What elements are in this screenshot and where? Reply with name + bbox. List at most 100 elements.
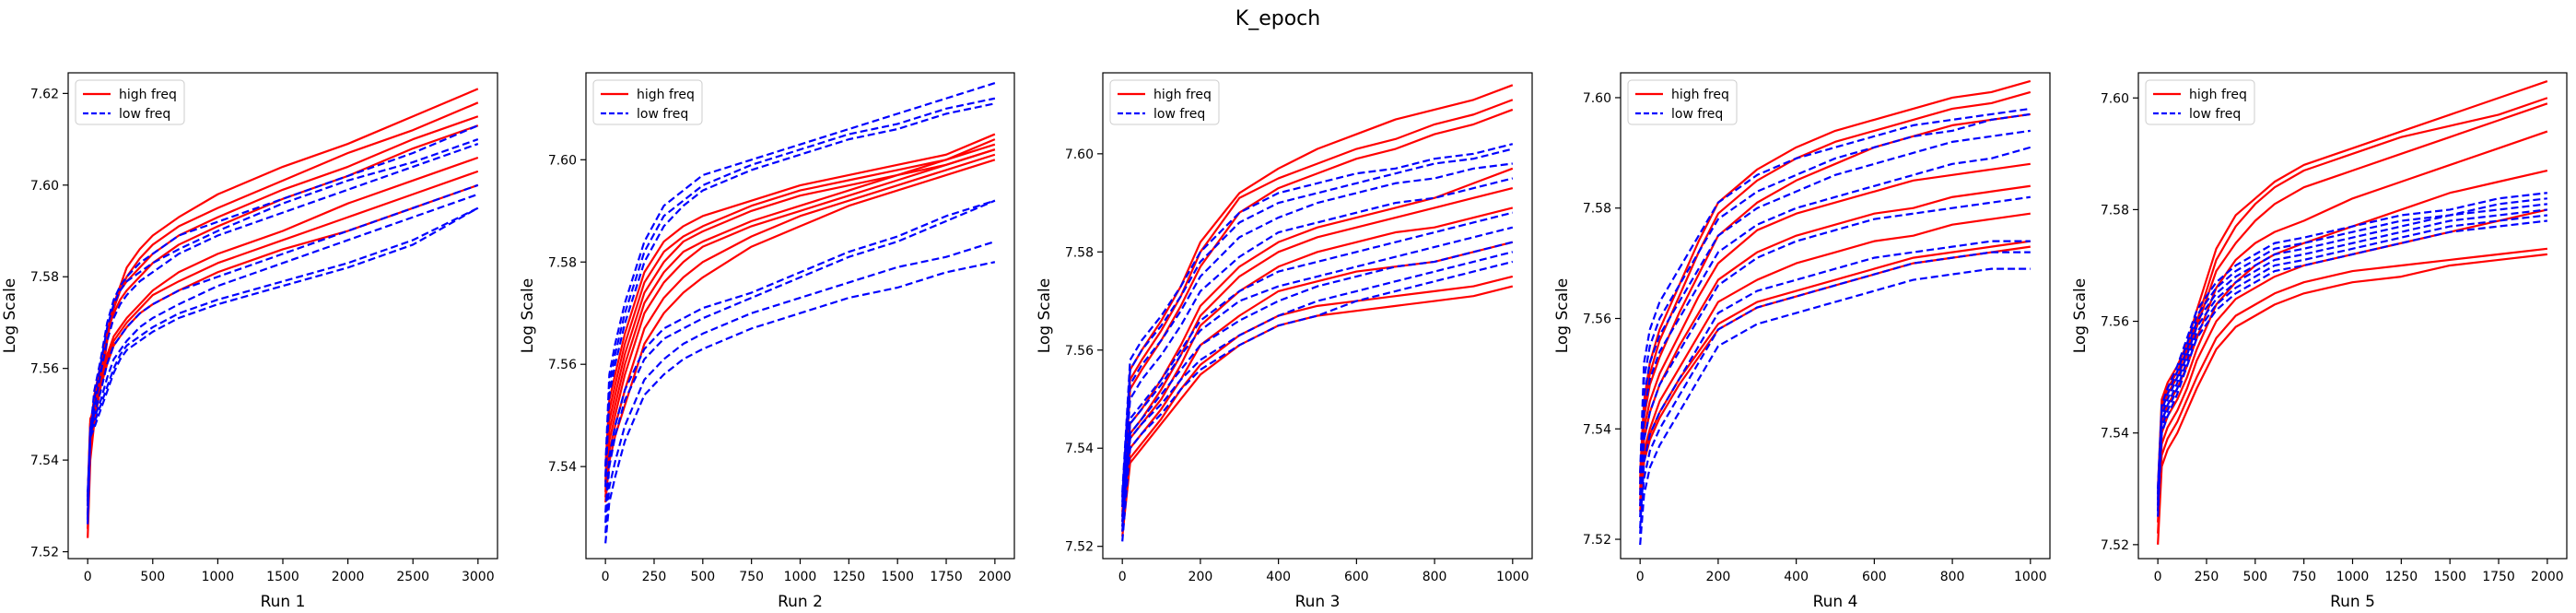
subplot-4: 0 200 400 600 800 1000 7.52 7.54 7.56 7.58 7.60 Run…: [1553, 72, 2051, 611]
x-axis-label: Run 4: [1813, 593, 1858, 611]
low-freq-legend-label: low freq: [1671, 107, 1723, 122]
x-tick-label: 2000: [2531, 570, 2564, 584]
low-freq-series-line-9: [2157, 192, 2547, 489]
low-freq-series-line-14: [1121, 211, 1514, 517]
x-axis-label: Run 1: [261, 593, 306, 611]
low-freq-series-line-15: [1639, 251, 2031, 535]
legend: high freq low freq: [75, 79, 185, 125]
x-tick-label: 1500: [2433, 570, 2466, 584]
low-freq-series-line-11: [604, 199, 996, 513]
low-freq-series-line-8: [604, 82, 996, 467]
y-tick-label: 7.58: [548, 255, 577, 270]
low-freq-series-line-9: [87, 138, 479, 520]
low-freq-series-line-8: [87, 124, 479, 525]
low-freq-series-line-12: [1639, 146, 2032, 507]
high-freq-series-line-6: [1639, 212, 2031, 501]
x-tick-label: 2000: [978, 570, 1012, 584]
low-freq-series-line-12: [2157, 208, 2547, 506]
x-tick-label: 400: [1266, 570, 1291, 584]
x-tick-label: 500: [140, 570, 165, 584]
low-freq-series-line-13: [1121, 177, 1514, 508]
x-tick-label: 0: [84, 570, 92, 584]
y-tick-label: 7.52: [1583, 533, 1611, 548]
x-tick-label: 1000: [202, 570, 235, 584]
high-freq-series-line-5: [1121, 187, 1514, 517]
high-freq-series-line-1: [2157, 80, 2548, 489]
low-freq-series-line-11: [87, 183, 479, 506]
high-freq-series-line-3: [1639, 112, 2031, 485]
y-axis-label: Log Scale: [1553, 278, 1572, 354]
x-tick-label: 500: [690, 570, 715, 584]
low-freq-series-line-10: [1121, 143, 1514, 493]
axes-frame: [1102, 72, 1533, 560]
y-tick-label: 7.58: [30, 270, 59, 285]
x-tick-label: 1500: [266, 570, 299, 584]
y-tick-label: 7.56: [30, 362, 59, 377]
low-freq-series-line-15: [1121, 226, 1514, 523]
y-tick-label: 7.60: [2101, 91, 2129, 106]
x-tick-label: 1250: [2385, 570, 2418, 584]
x-axis-label: Run 2: [778, 593, 823, 611]
x-tick-label: 2000: [332, 570, 365, 584]
high-freq-series-line-4: [2157, 130, 2548, 506]
series-group: [1639, 79, 2032, 546]
low-freq-series-line-13: [1639, 195, 2031, 518]
high-freq-series-line-3: [1121, 108, 1514, 517]
subplot-2: 0 250 500 750 1000 1250 1500 1750 2000 7.54 7.56 7.…: [519, 72, 1015, 611]
y-tick-label: 7.58: [1065, 245, 1094, 260]
subplot-grid: 0 500 1000 1500 2000 2500 30007.527.547.567.58…: [1, 72, 2568, 611]
high-freq-series-line-5: [2157, 169, 2548, 512]
legend: high freq low freq: [1627, 79, 1738, 125]
low-freq-series-line-14: [1639, 240, 2031, 529]
legend: high freq low freq: [592, 79, 703, 125]
x-tick-label: 1750: [2482, 570, 2515, 584]
y-axis-label: Log Scale: [1, 278, 19, 354]
series-group: [1121, 84, 1514, 542]
low-freq-series-line-18: [1121, 260, 1514, 542]
y-tick-label: 7.52: [30, 546, 59, 560]
x-tick-label: 0: [1636, 570, 1645, 584]
high-freq-series-line-7: [2157, 247, 2547, 534]
subplot-3: 0 200 400 600 800 1000 7.52 7.54 7.56 7.58 7.60 Run…: [1036, 72, 1533, 611]
y-tick-label: 7.52: [2101, 538, 2129, 553]
low-freq-series-line-10: [2157, 197, 2547, 495]
series-group: [87, 88, 479, 538]
y-tick-label: 7.60: [1583, 91, 1611, 106]
subplot-5: 0 250 500 750 1000 1250 1500 1750 2000 7.52 7.54 7.…: [2071, 72, 2568, 611]
x-tick-label: 200: [1706, 570, 1731, 584]
x-tick-label: 1500: [881, 570, 914, 584]
low-freq-series-line-14: [2157, 219, 2547, 517]
legend: high freq low freq: [2145, 79, 2255, 125]
high-freq-series-line-2: [2157, 97, 2548, 495]
x-tick-label: 1250: [833, 570, 866, 584]
y-tick-label: 7.60: [548, 153, 577, 168]
y-tick-label: 7.56: [548, 358, 577, 372]
x-tick-label: 1000: [2014, 570, 2047, 584]
x-axis-label: Run 5: [2330, 593, 2375, 611]
high-freq-series-line-2: [1121, 99, 1514, 508]
x-tick-label: 600: [1344, 570, 1369, 584]
x-tick-label: 1000: [784, 570, 817, 584]
low-freq-legend-label: low freq: [1153, 107, 1205, 122]
series-group: [2157, 80, 2548, 545]
low-freq-series-line-10: [87, 143, 479, 515]
high-freq-series-line-4: [1639, 162, 2031, 490]
y-tick-label: 7.62: [30, 87, 59, 101]
x-tick-label: 1750: [930, 570, 963, 584]
y-tick-label: 7.54: [1583, 422, 1611, 437]
low-freq-legend-label: low freq: [119, 107, 170, 122]
high-freq-series-line-1: [604, 133, 996, 467]
high-freq-series-line-7: [87, 183, 479, 497]
x-tick-label: 600: [1862, 570, 1887, 584]
high-freq-legend-label: high freq: [119, 88, 177, 102]
y-tick-label: 7.54: [2101, 427, 2129, 442]
high-freq-series-line-3: [2157, 102, 2548, 501]
low-freq-series-line-13: [2157, 214, 2547, 512]
x-tick-label: 1000: [1496, 570, 1529, 584]
low-freq-series-line-17: [1121, 251, 1514, 532]
low-freq-series-line-16: [1121, 241, 1514, 527]
x-tick-label: 0: [1118, 570, 1127, 584]
high-freq-series-line-2: [604, 138, 996, 477]
x-tick-label: 500: [2242, 570, 2267, 584]
